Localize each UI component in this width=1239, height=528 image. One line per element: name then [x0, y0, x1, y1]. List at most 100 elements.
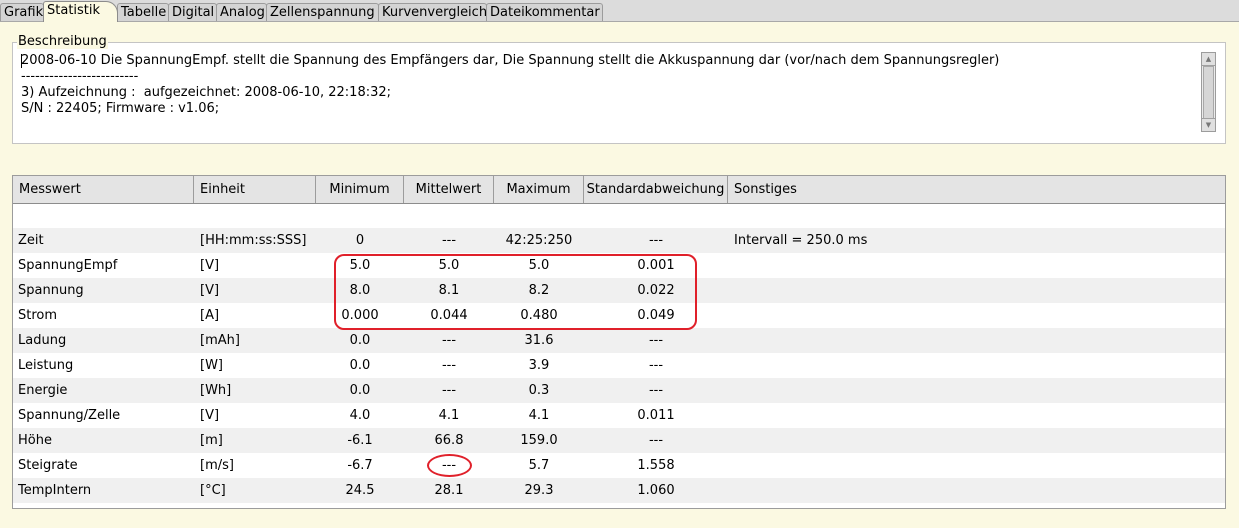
cell-unit: [V] — [200, 408, 220, 423]
tab-analog[interactable]: Analog — [216, 3, 267, 21]
cell-max: 0.3 — [528, 383, 550, 398]
cell-name: Ladung — [18, 333, 67, 348]
cell-avg: 4.1 — [438, 408, 460, 423]
header-minimum[interactable]: Minimum — [316, 176, 404, 203]
cell-other — [734, 378, 1214, 403]
cell-unit: [Wh] — [200, 383, 232, 398]
description-line-1: 2008-06-10 Die SpannungEmpf. stellt die … — [21, 53, 1000, 68]
cell-min: -6.1 — [347, 433, 373, 448]
header-mittelwert[interactable]: Mittelwert — [404, 176, 494, 203]
cell-unit: [V] — [200, 258, 220, 273]
table-row[interactable]: Zeit [HH:mm:ss:SSS] 0 --- 42:25:250 --- Interv… — [13, 228, 1225, 253]
text-cursor — [21, 54, 22, 68]
table-row[interactable]: Höhe [m] -6.1 66.8 159.0 --- — [13, 428, 1225, 453]
cell-std: --- — [648, 358, 664, 373]
cell-avg: 5.0 — [438, 258, 460, 273]
cell-other — [734, 353, 1214, 378]
cell-std: 0.011 — [637, 408, 675, 423]
cell-name: Zeit — [18, 233, 44, 248]
tab-bar: Grafik Statistik Tabelle Digital Analog … — [0, 0, 1239, 22]
header-maximum[interactable]: Maximum — [494, 176, 584, 203]
description-group: Beschreibung 2008-06-10 Die SpannungEmpf… — [12, 35, 1226, 144]
table-row[interactable]: Ladung [mAh] 0.0 --- 31.6 --- — [13, 328, 1225, 353]
cell-std: 1.060 — [637, 483, 675, 498]
cell-std: 0.001 — [637, 258, 675, 273]
tab-tabelle[interactable]: Tabelle — [117, 3, 169, 21]
table-row[interactable]: Spannung/Zelle [V] 4.0 4.1 4.1 0.011 — [13, 403, 1225, 428]
scroll-up-arrow-icon[interactable]: ▲ — [1202, 53, 1215, 66]
cell-max: 5.0 — [528, 258, 550, 273]
cell-unit: [V] — [200, 283, 220, 298]
cell-other — [734, 303, 1214, 328]
cell-avg: --- — [441, 458, 457, 473]
tab-statistik[interactable]: Statistik — [43, 1, 118, 22]
cell-name: Spannung — [18, 283, 84, 298]
cell-name: Energie — [18, 383, 68, 398]
cell-unit: [m/s] — [200, 458, 234, 473]
header-sonstiges[interactable]: Sonstiges — [728, 176, 1225, 203]
tab-digital[interactable]: Digital — [168, 3, 217, 21]
description-title: Beschreibung — [17, 34, 108, 49]
cell-other — [734, 403, 1214, 428]
table-row[interactable]: TempIntern [°C] 24.5 28.1 29.3 1.060 — [13, 478, 1225, 503]
description-line-2: ------------------------- — [21, 69, 139, 84]
header-standardabweichung[interactable]: Standardabweichung — [584, 176, 728, 203]
cell-avg: --- — [441, 333, 457, 348]
cell-min: 0.0 — [349, 358, 371, 373]
cell-std: --- — [648, 383, 664, 398]
cell-max: 42:25:250 — [505, 233, 573, 248]
cell-unit: [W] — [200, 358, 223, 373]
tab-zellenspannung[interactable]: Zellenspannung — [266, 3, 379, 21]
cell-std: --- — [648, 433, 664, 448]
cell-min: 0.000 — [341, 308, 379, 323]
cell-min: 0.0 — [349, 333, 371, 348]
cell-avg: --- — [441, 383, 457, 398]
cell-max: 159.0 — [520, 433, 558, 448]
cell-min: 5.0 — [349, 258, 371, 273]
description-scrollbar[interactable]: ▲ ▼ — [1201, 52, 1216, 132]
cell-min: 4.0 — [349, 408, 371, 423]
cell-other — [734, 278, 1214, 303]
cell-name: TempIntern — [18, 483, 92, 498]
header-einheit[interactable]: Einheit — [194, 176, 316, 203]
cell-name: Höhe — [18, 433, 52, 448]
cell-name: SpannungEmpf — [18, 258, 118, 273]
cell-std: --- — [648, 233, 664, 248]
cell-other — [734, 253, 1214, 278]
statistics-table: Messwert Einheit Minimum Mittelwert Maxi… — [12, 175, 1226, 509]
table-row[interactable]: Energie [Wh] 0.0 --- 0.3 --- — [13, 378, 1225, 403]
cell-min: 8.0 — [349, 283, 371, 298]
cell-name: Steigrate — [18, 458, 78, 473]
cell-other — [734, 328, 1214, 353]
table-row[interactable]: SpannungEmpf [V] 5.0 5.0 5.0 0.001 — [13, 253, 1225, 278]
cell-min: -6.7 — [347, 458, 373, 473]
cell-std: --- — [648, 333, 664, 348]
cell-max: 31.6 — [524, 333, 554, 348]
description-line-3: 3) Aufzeichnung : aufgezeichnet: 2008-06… — [21, 85, 392, 100]
cell-max: 8.2 — [528, 283, 550, 298]
tab-kurvenvergleich[interactable]: Kurvenvergleich — [378, 3, 487, 21]
table-header: Messwert Einheit Minimum Mittelwert Maxi… — [13, 176, 1225, 204]
cell-avg: 0.044 — [430, 308, 468, 323]
header-messwert[interactable]: Messwert — [13, 176, 194, 203]
cell-unit: [mAh] — [200, 333, 240, 348]
tab-grafik[interactable]: Grafik — [0, 3, 44, 21]
tab-dateikommentar[interactable]: Dateikommentar — [486, 3, 603, 21]
description-textarea[interactable]: 2008-06-10 Die SpannungEmpf. stellt die … — [21, 53, 1191, 117]
cell-std: 0.049 — [637, 308, 675, 323]
table-row[interactable]: Steigrate [m/s] -6.7 --- 5.7 1.558 — [13, 453, 1225, 478]
cell-avg: --- — [441, 233, 457, 248]
cell-std: 0.022 — [637, 283, 675, 298]
cell-min: 24.5 — [345, 483, 375, 498]
cell-avg: 8.1 — [438, 283, 460, 298]
cell-unit: [A] — [200, 308, 220, 323]
cell-other — [734, 428, 1214, 453]
cell-unit: [m] — [200, 433, 223, 448]
scroll-down-arrow-icon[interactable]: ▼ — [1202, 118, 1215, 131]
table-row[interactable]: Leistung [W] 0.0 --- 3.9 --- — [13, 353, 1225, 378]
table-row[interactable]: Strom [A] 0.000 0.044 0.480 0.049 — [13, 303, 1225, 328]
scroll-thumb[interactable] — [1203, 66, 1214, 119]
cell-max: 4.1 — [528, 408, 550, 423]
table-row[interactable]: Spannung [V] 8.0 8.1 8.2 0.022 — [13, 278, 1225, 303]
cell-avg: 66.8 — [434, 433, 464, 448]
